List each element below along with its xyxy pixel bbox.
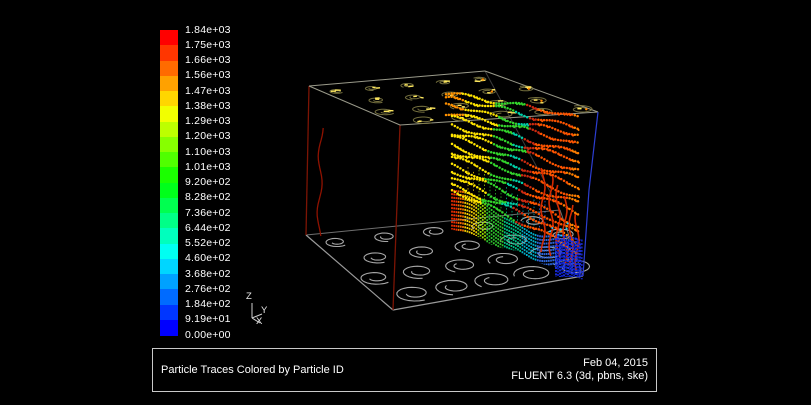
caption-info: Feb 04, 2015 FLUENT 6.3 (3d, pbns, ske) bbox=[511, 357, 648, 383]
axis-label-y: Y bbox=[261, 305, 268, 316]
caption-title: Particle Traces Colored by Particle ID bbox=[161, 364, 344, 376]
axis-label-z: Z bbox=[246, 291, 252, 302]
axis-label-x: X bbox=[256, 316, 263, 327]
caption-solver: FLUENT 6.3 (3d, pbns, ske) bbox=[511, 370, 648, 382]
caption-bar: Particle Traces Colored by Particle ID F… bbox=[152, 348, 657, 392]
caption-date: Feb 04, 2015 bbox=[583, 357, 648, 369]
